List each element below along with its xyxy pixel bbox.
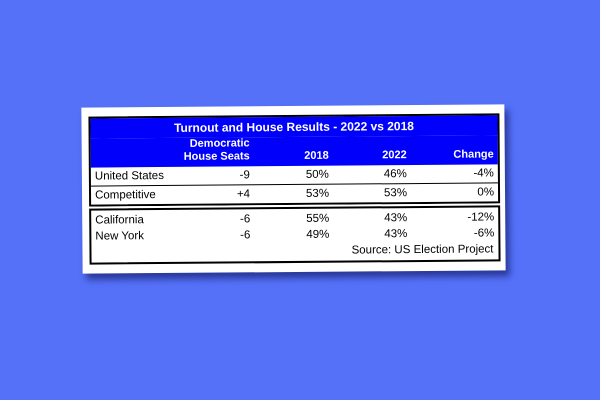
column-header-dem-house-seats: Democratic House Seats	[183, 137, 250, 163]
row-label: California	[95, 214, 144, 227]
cell-2022: 53%	[383, 187, 408, 200]
table-lower-section: California -6 55% 43% -12% New York -6 4…	[89, 205, 501, 265]
column-header-change: Change	[453, 148, 494, 161]
cell-2022: 43%	[384, 228, 408, 241]
row-label: United States	[94, 170, 164, 183]
cell-2018: 49%	[306, 228, 330, 241]
table-row-competitive: Competitive +4 53% 53% 0%	[91, 183, 498, 204]
cell-2018: 55%	[306, 212, 330, 225]
table-upper-section: Turnout and House Results - 2022 vs 2018…	[88, 113, 501, 207]
cell-2022: 43%	[384, 212, 408, 225]
cell-2022: 46%	[383, 168, 407, 181]
column-header-blank	[95, 164, 183, 165]
cell-dem-seats: +4	[236, 188, 251, 201]
cell-change: -6%	[473, 227, 495, 240]
cell-2018: 50%	[305, 168, 329, 181]
cell-2018: 53%	[305, 187, 330, 200]
column-header-2018: 2018	[304, 149, 329, 162]
row-label: Competitive	[94, 189, 156, 202]
cell-dem-seats: -6	[240, 229, 251, 242]
cell-dem-seats: -6	[239, 213, 251, 226]
column-header-2022: 2022	[382, 149, 407, 162]
cell-change: 0%	[477, 186, 495, 199]
table-card: Turnout and House Results - 2022 vs 2018…	[81, 104, 506, 274]
source-note: Source: US Election Project	[351, 243, 494, 257]
row-label: New York	[95, 230, 145, 243]
cell-dem-seats: -9	[239, 169, 250, 182]
cell-change: -12%	[467, 211, 495, 224]
cell-change: -4%	[473, 167, 494, 180]
table-header-row: Democratic House Seats 2018 2022 Change	[90, 135, 498, 168]
